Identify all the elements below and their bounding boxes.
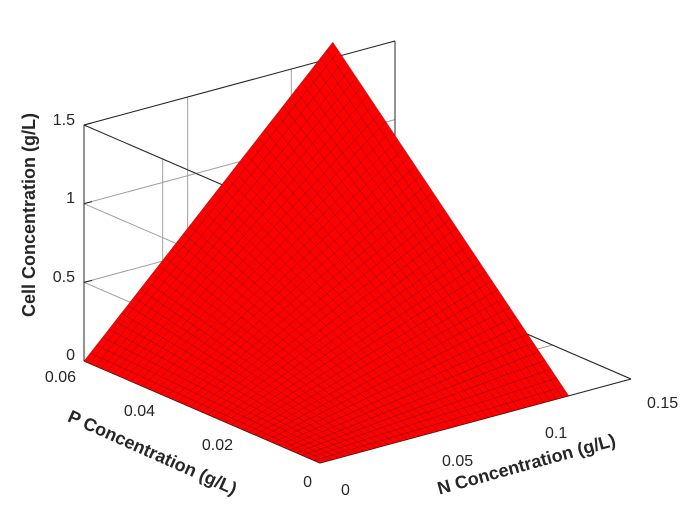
z-axis-label: Cell Concentration (g/L) (19, 113, 39, 317)
z-tickmark-2 (83, 201, 93, 205)
x-tick-0: 0 (341, 482, 350, 499)
y-tick-0.04: 0.04 (124, 403, 155, 420)
z-tick-1.5: 1.5 (53, 112, 75, 129)
surface-mesh (83, 41, 570, 464)
z-tick-0: 0 (66, 347, 75, 364)
z-tickmark-1 (83, 279, 93, 283)
x-tick-0.05: 0.05 (442, 453, 473, 470)
tick-labels: 0 0.5 1 1.5 0.06 0.04 0.02 0 0 0.05 0.1 … (45, 112, 678, 499)
top-back-edge (83, 40, 396, 126)
surface-cell (556, 386, 570, 398)
y-tick-0.02: 0.02 (202, 437, 233, 454)
z-tick-1: 1 (66, 190, 75, 207)
z-tick-0.5: 0.5 (53, 269, 75, 286)
x-tick-0.1: 0.1 (545, 425, 567, 442)
x-tick-0.15: 0.15 (647, 395, 678, 412)
y-tick-0: 0 (303, 474, 312, 491)
y-tick-0.06: 0.06 (45, 369, 76, 386)
z-tickmark-3 (83, 122, 93, 126)
